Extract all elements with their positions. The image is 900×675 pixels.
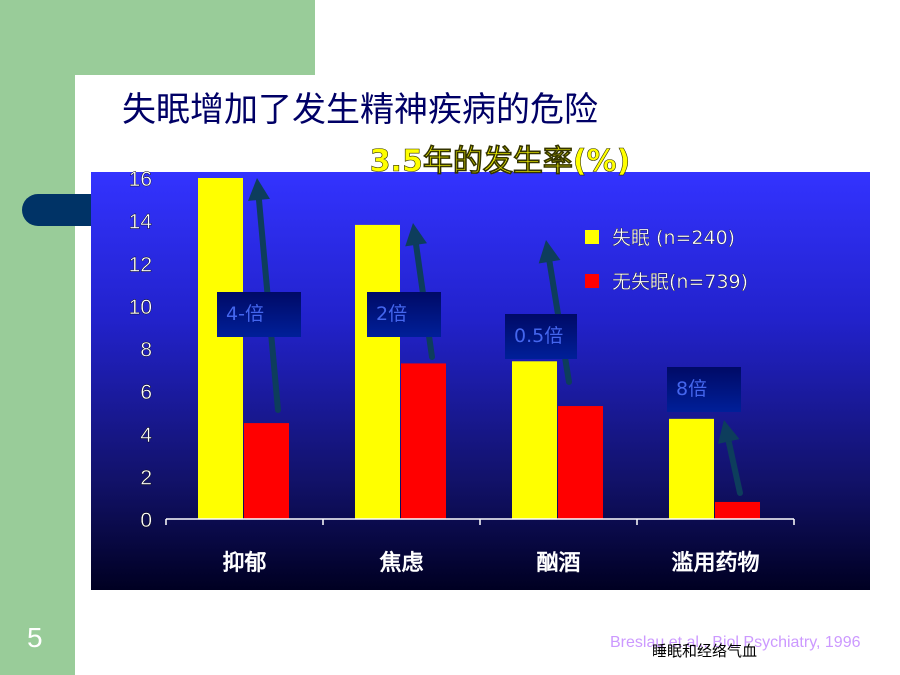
- fold-badge: [505, 314, 577, 359]
- fold-badge: [367, 292, 441, 337]
- y-tick-label: 16: [129, 168, 152, 191]
- y-tick-label: 10: [129, 296, 152, 319]
- bar-insomnia: [198, 178, 243, 519]
- increase-arrow: [725, 438, 743, 496]
- bar-insomnia: [512, 361, 557, 519]
- bar-no-insomnia: [401, 363, 446, 519]
- y-tick-label: 8: [140, 339, 152, 362]
- x-category-label: 抑郁: [222, 550, 266, 576]
- bar-insomnia: [669, 418, 714, 519]
- decorative-tab: [22, 194, 102, 226]
- x-category-label: 酗酒: [536, 551, 580, 576]
- arrow-head: [538, 240, 561, 264]
- y-tick-label: 0: [140, 509, 152, 532]
- legend-label: 无失眠(n=739): [612, 271, 748, 293]
- citation: Breslau et al., Biol Psychiatry, 1996: [610, 634, 861, 651]
- footer-note: 睡眠和经络气血: [652, 642, 758, 660]
- fold-label: 0.5倍: [514, 325, 563, 347]
- page-number: 5: [27, 622, 43, 653]
- left-green-band: [0, 0, 75, 675]
- arrow-head: [405, 223, 427, 247]
- bar-no-insomnia: [558, 406, 603, 519]
- bar-no-insomnia: [244, 423, 289, 519]
- y-tick-label: 12: [129, 253, 152, 276]
- x-category-label: 焦虑: [378, 550, 423, 576]
- arrow-head: [248, 178, 270, 201]
- legend-swatch: [585, 274, 599, 288]
- bar-no-insomnia: [715, 501, 760, 519]
- chart-legend: 失眠 (n=240) 无失眠(n=739): [585, 227, 748, 293]
- arrow-head: [717, 420, 740, 444]
- legend-label: 失眠 (n=240): [612, 227, 735, 249]
- x-category-label: 滥用药物: [671, 550, 759, 576]
- fold-badge: [667, 367, 741, 412]
- top-green-band: [75, 0, 315, 75]
- y-tick-label: 4: [140, 424, 152, 447]
- fold-label: 4-倍: [226, 303, 264, 325]
- y-tick-label: 2: [140, 466, 152, 489]
- y-tick-label: 14: [129, 211, 153, 234]
- fold-badge: [217, 292, 301, 337]
- bar-insomnia: [355, 224, 400, 519]
- fold-label: 2倍: [376, 303, 407, 325]
- chart-title: 3.5年的发生率(%): [370, 144, 631, 179]
- legend-swatch: [585, 230, 599, 244]
- fold-label: 8倍: [676, 378, 707, 400]
- slide-title: 失眠增加了发生精神疾病的危险: [122, 90, 598, 130]
- y-tick-label: 6: [140, 381, 152, 404]
